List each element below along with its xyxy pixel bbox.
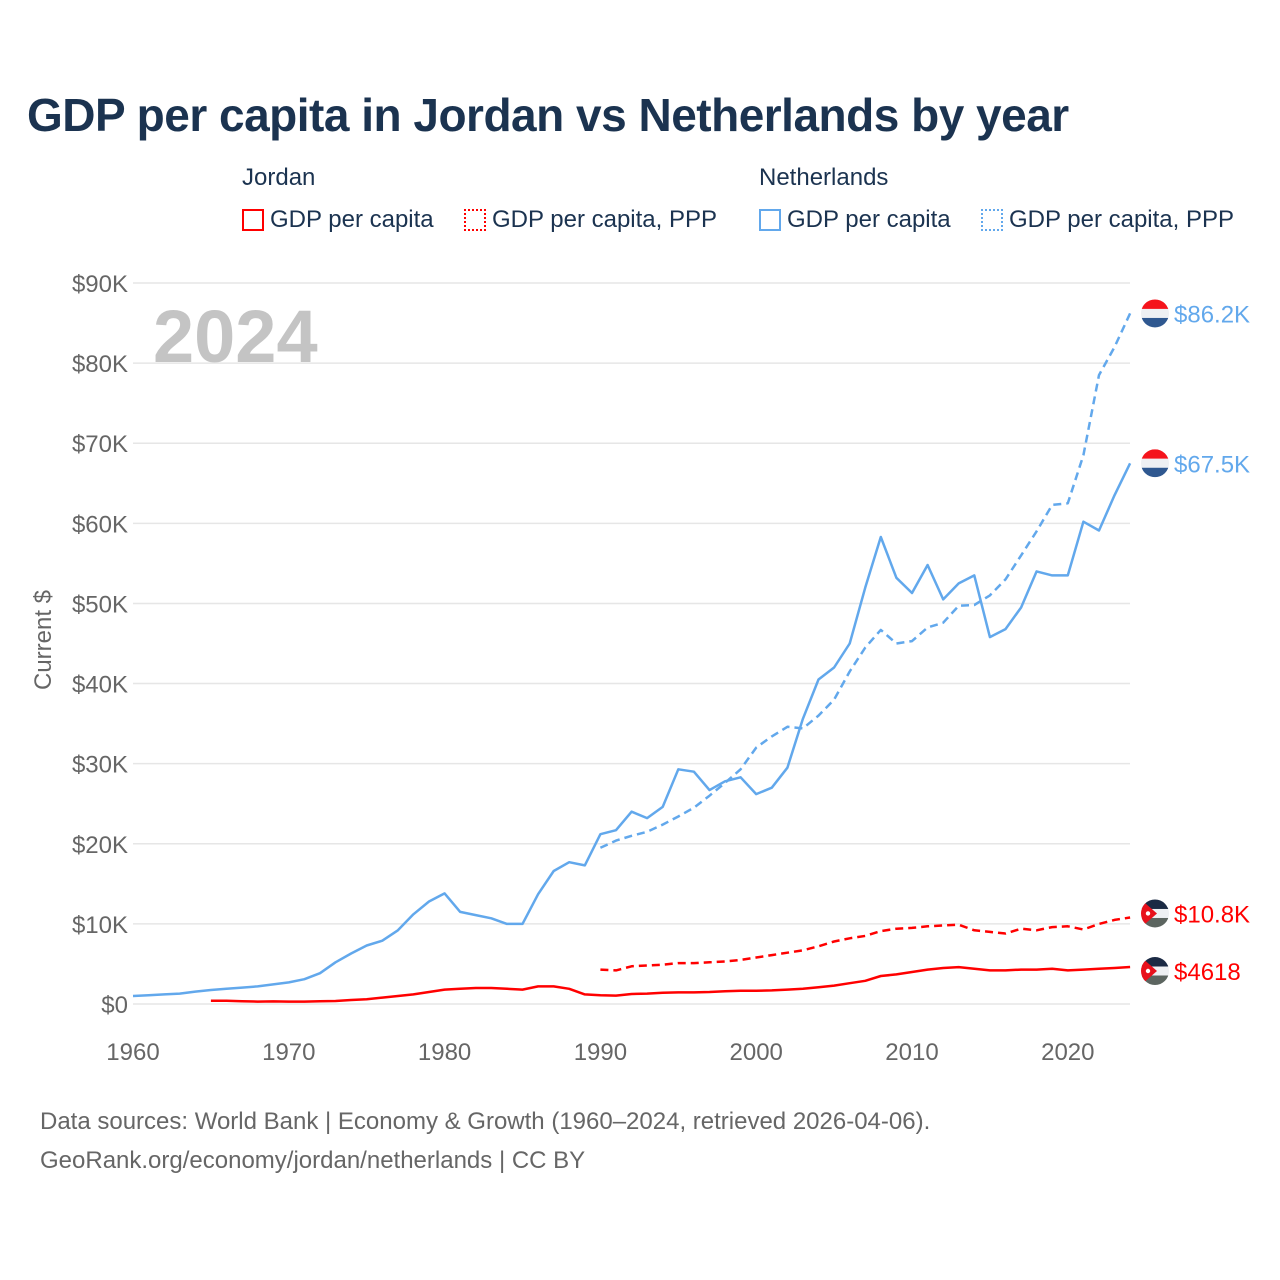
flag-body — [1141, 299, 1169, 328]
flag-stripe — [1141, 317, 1169, 328]
legend-label: GDP per capita, PPP — [492, 206, 717, 233]
legend-label: GDP per capita, PPP — [1009, 206, 1234, 233]
series-line — [599, 312, 1132, 849]
legend-swatch-solid — [242, 209, 264, 231]
legend-netherlands-ppp[interactable]: GDP per capita, PPP — [981, 206, 1234, 234]
end-value-label: $67.5K — [1174, 451, 1250, 478]
flag-stripe — [1141, 908, 1169, 918]
jordan-flag-icon — [1141, 957, 1169, 986]
flag-triangle — [1141, 899, 1157, 928]
end-value-label: $10.8K — [1174, 901, 1250, 928]
x-tick-label: 2010 — [885, 1039, 938, 1066]
legend-group-jordan: Jordan — [242, 164, 316, 191]
flag-stripe — [1141, 899, 1169, 909]
legend-netherlands-gdp[interactable]: GDP per capita — [759, 206, 951, 234]
y-tick-label: $10K — [72, 912, 128, 939]
series-line — [600, 916, 1131, 972]
x-tick-label: 2020 — [1041, 1039, 1094, 1066]
end-value-label: $4618 — [1174, 959, 1241, 986]
x-tick-label: 1980 — [418, 1039, 471, 1066]
year-watermark: 2024 — [153, 295, 318, 378]
legend-jordan-gdp[interactable]: GDP per capita — [242, 206, 434, 234]
source-line-2[interactable]: GeoRank.org/economy/jordan/netherlands |… — [40, 1147, 586, 1174]
legend-swatch-dotted — [981, 209, 1003, 231]
flag-stripe — [1141, 458, 1169, 468]
flag-body — [1141, 957, 1169, 986]
flag-stripe — [1141, 308, 1169, 318]
legend-swatch-solid — [759, 209, 781, 231]
y-tick-label: $60K — [72, 511, 128, 538]
flag-body — [1141, 899, 1169, 928]
flag-body — [1141, 449, 1169, 478]
end-value-label: $86.2K — [1174, 301, 1250, 328]
x-tick-label: 1970 — [262, 1039, 315, 1066]
legend-swatch-dotted — [464, 209, 486, 231]
flag-stripe — [1141, 467, 1169, 478]
y-tick-label: $20K — [72, 832, 128, 859]
series-line — [210, 965, 1131, 1003]
netherlands-flag-icon — [1141, 299, 1169, 328]
source-line-1: Data sources: World Bank | Economy & Gro… — [40, 1108, 931, 1135]
series-line — [132, 462, 1132, 998]
flag-stripe — [1141, 299, 1169, 309]
flag-triangle — [1141, 957, 1157, 986]
flag-stripe — [1141, 975, 1169, 986]
flag-stripe — [1141, 449, 1169, 459]
legend-jordan-ppp[interactable]: GDP per capita, PPP — [464, 206, 717, 234]
y-tick-label: $40K — [72, 672, 128, 699]
y-tick-label: $80K — [72, 351, 128, 378]
flag-stripe — [1141, 917, 1169, 928]
netherlands-flag-icon — [1141, 449, 1169, 478]
flag-star — [1145, 911, 1151, 916]
y-tick-label: $30K — [72, 752, 128, 779]
y-tick-label: $0 — [101, 992, 128, 1019]
y-tick-label: $70K — [72, 431, 128, 458]
legend-label: GDP per capita — [787, 206, 951, 233]
legend-label: GDP per capita — [270, 206, 434, 233]
flag-stripe — [1141, 966, 1169, 976]
flag-star — [1145, 968, 1151, 974]
flag-stripe — [1141, 957, 1169, 967]
x-tick-label: 1990 — [574, 1039, 627, 1066]
legend-group-netherlands: Netherlands — [759, 164, 889, 191]
x-tick-label: 2000 — [730, 1039, 783, 1066]
jordan-flag-icon — [1141, 899, 1169, 928]
x-tick-label: 1960 — [106, 1039, 159, 1066]
chart-title: GDP per capita in Jordan vs Netherlands … — [27, 89, 1069, 141]
y-tick-label: $50K — [72, 591, 128, 618]
y-tick-label: $90K — [72, 271, 128, 298]
y-axis-label: Current $ — [30, 590, 57, 690]
